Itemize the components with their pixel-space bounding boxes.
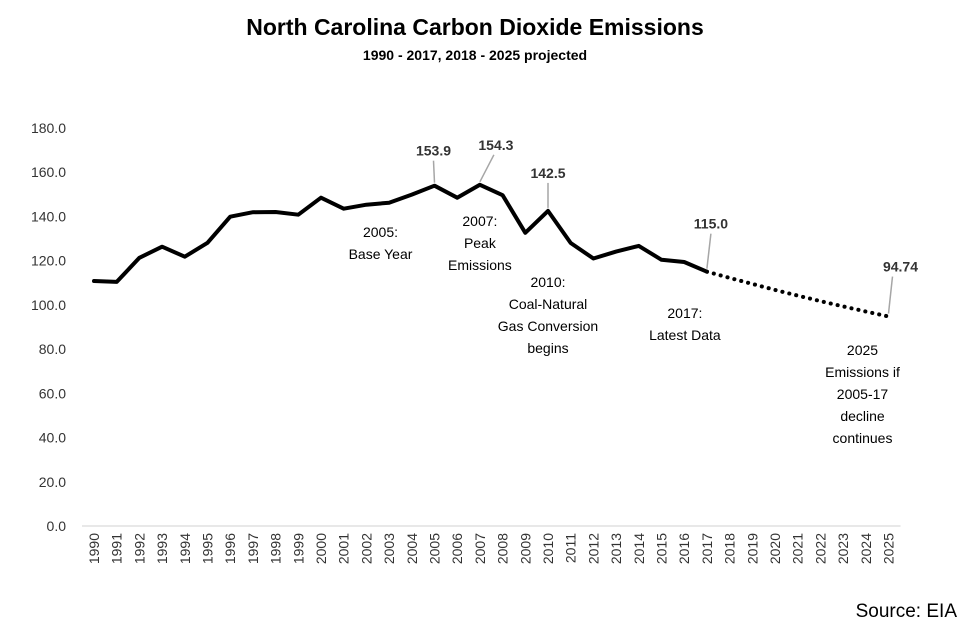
chart-title: North Carolina Carbon Dioxide Emissions	[246, 14, 704, 40]
y-tick-label: 40.0	[39, 430, 66, 446]
annotation-line: Coal-Natural	[509, 296, 588, 312]
x-tick-label: 1997	[245, 533, 261, 564]
x-tick-label: 2016	[676, 533, 692, 564]
projected-series-line	[704, 269, 891, 319]
x-tick-label: 2008	[495, 533, 511, 564]
value-label: 94.74	[883, 259, 918, 275]
value-leader-line	[479, 154, 495, 183]
y-tick-label: 20.0	[39, 474, 66, 490]
x-tick-label: 2005	[427, 533, 443, 564]
x-tick-label: 2001	[336, 533, 352, 564]
x-tick-label: 2022	[812, 533, 828, 564]
chart-subtitle: 1990 - 2017, 2018 - 2025 projected	[362, 47, 588, 63]
value-label: 142.5	[530, 165, 565, 181]
x-tick-label: 1994	[177, 533, 193, 564]
annotation-line: 2007:	[462, 213, 497, 229]
x-tick-label: 2014	[631, 533, 647, 564]
historical-series-line	[92, 182, 709, 284]
annotation-line: decline	[840, 408, 885, 424]
value-label: 115.0	[694, 216, 728, 232]
x-tick-label: 2020	[767, 533, 783, 564]
x-tick-label: 2004	[404, 533, 420, 564]
x-tick-label: 1999	[290, 533, 306, 564]
annotation-line: begins	[527, 340, 568, 356]
source-label: Source: EIA	[855, 601, 957, 622]
annotation-line: 2005-17	[837, 386, 889, 402]
annotation-line: Emissions	[448, 257, 512, 273]
x-tick-label: 2015	[654, 533, 670, 564]
x-tick-label: 1995	[200, 533, 216, 564]
x-tick-label: 1996	[222, 533, 238, 564]
y-axis-ticks: 0.0 20.0 40.0 60.0 80.0 100.0 120.0 140.0 160.0 1…	[31, 120, 66, 534]
annotation-line: 2005:	[363, 224, 398, 240]
x-axis-ticks: 1990 1991 1992 1993 1994 1995 1996 1997 1998 1999…	[86, 533, 897, 564]
y-tick-label: 160.0	[31, 164, 66, 180]
x-tick-label: 2018	[722, 533, 738, 564]
y-tick-label: 180.0	[31, 120, 66, 136]
x-tick-label: 2000	[313, 533, 329, 564]
y-tick-label: 140.0	[31, 208, 66, 224]
y-tick-label: 0.0	[47, 518, 67, 534]
x-tick-label: 2002	[358, 533, 374, 564]
x-tick-label: 2017	[699, 533, 715, 564]
value-label: 153.9	[416, 143, 451, 159]
annotation-line: 2017:	[667, 305, 702, 321]
x-tick-label: 1993	[154, 533, 170, 564]
annotation-line: Latest Data	[649, 327, 721, 343]
leader-lines	[432, 154, 894, 314]
x-tick-label: 2012	[585, 533, 601, 564]
x-tick-label: 1990	[86, 533, 102, 564]
y-tick-label: 120.0	[31, 253, 66, 269]
x-tick-label: 1992	[131, 533, 147, 564]
x-tick-label: 2025	[881, 533, 897, 564]
x-tick-label: 2009	[517, 533, 533, 564]
value-leader-line	[706, 233, 712, 269]
y-tick-label: 80.0	[39, 341, 66, 357]
x-tick-label: 2021	[790, 533, 806, 564]
x-tick-label: 2006	[449, 533, 465, 564]
x-tick-label: 2003	[381, 533, 397, 564]
annotation-line: Emissions if	[825, 364, 900, 380]
y-tick-label: 60.0	[39, 385, 66, 401]
x-tick-label: 1998	[268, 533, 284, 564]
value-leader-line	[432, 160, 436, 183]
annotation-line: 2025	[847, 342, 878, 358]
annotation-line: Gas Conversion	[498, 318, 598, 334]
value-label: 154.3	[478, 137, 513, 153]
x-tick-label: 2013	[608, 533, 624, 564]
y-tick-label: 100.0	[31, 297, 66, 313]
value-leader-line	[887, 276, 894, 314]
x-tick-label: 2024	[858, 533, 874, 564]
x-tick-label: 1991	[109, 533, 125, 564]
series-layer	[92, 182, 891, 319]
x-tick-label: 2011	[563, 533, 579, 563]
value-labels: 153.9 154.3 142.5 115.0 94.74	[416, 137, 918, 275]
annotation-line: Peak	[464, 235, 497, 251]
x-tick-label: 2023	[835, 533, 851, 564]
annotation-line: Base Year	[349, 246, 413, 262]
annotations: 2005: Base Year 2007: Peak Emissions 2010: Coa…	[349, 213, 900, 446]
x-tick-label: 2010	[540, 533, 556, 564]
x-tick-label: 2007	[472, 533, 488, 564]
annotation-line: 2010:	[530, 274, 565, 290]
x-tick-label: 2019	[744, 533, 760, 564]
annotation-line: continues	[833, 430, 893, 446]
